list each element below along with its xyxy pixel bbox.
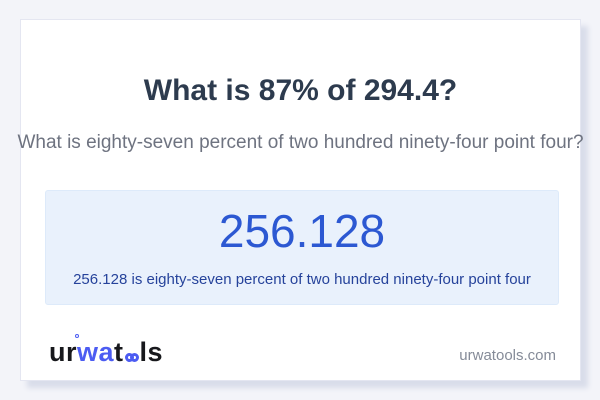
calculator-result-card: What is 87% of 294.4? What is eighty-sev… bbox=[17, 19, 584, 381]
glasses-right-circle bbox=[129, 353, 139, 362]
brand-logo[interactable]: ur wa t ls bbox=[49, 334, 164, 367]
logo-text-t: t bbox=[114, 337, 124, 367]
answer-box: 256.128 256.128 is eighty-seven percent … bbox=[45, 190, 559, 305]
answer-value: 256.128 bbox=[218, 205, 386, 257]
question-title: What is 87% of 294.4? bbox=[143, 74, 458, 107]
logo-text-ls: ls bbox=[139, 337, 164, 367]
logo-text-ur: ur bbox=[49, 337, 77, 367]
oo-glasses-icon bbox=[124, 353, 139, 362]
answer-sentence: 256.128 is eighty-seven percent of two h… bbox=[73, 271, 531, 288]
website-url: urwatools.com bbox=[459, 347, 556, 364]
question-subtitle-words: What is eighty-seven percent of two hund… bbox=[17, 132, 584, 153]
logo-text-wa: wa bbox=[75, 334, 115, 367]
degree-ring-icon bbox=[75, 334, 79, 338]
card-footer: ur wa t ls urwatools.com bbox=[49, 334, 556, 367]
logo-text-wa-letters: wa bbox=[77, 337, 115, 367]
